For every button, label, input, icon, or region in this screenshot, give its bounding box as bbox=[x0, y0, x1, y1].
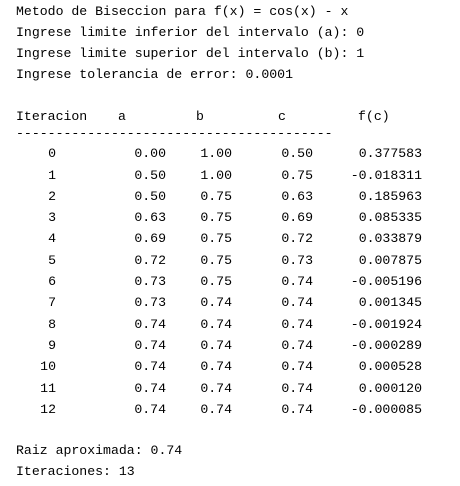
cell-fc: 0.085335 bbox=[358, 210, 422, 226]
table-row: 8 0.74 0.74 0.74 -0.001924 bbox=[16, 314, 456, 335]
cell-b: 0.74 bbox=[200, 359, 232, 375]
cell-b: 1.00 bbox=[200, 146, 232, 162]
cell-fc: -0.000085 bbox=[350, 401, 422, 417]
table-row: 0 0.00 1.00 0.50 0.377583 bbox=[16, 143, 456, 164]
cell-a: 0.50 bbox=[134, 188, 166, 204]
cell-b: 0.75 bbox=[200, 252, 232, 268]
program-title-line: Metodo de Biseccion para f(x) = cos(x) -… bbox=[16, 4, 349, 19]
table-row: 5 0.72 0.75 0.73 0.007875 bbox=[16, 250, 456, 271]
cell-a: 0.74 bbox=[134, 359, 166, 375]
table-row: 6 0.73 0.75 0.74 -0.005196 bbox=[16, 271, 456, 292]
cell-a: 0.73 bbox=[134, 274, 166, 290]
cell-fc: 0.007875 bbox=[358, 252, 422, 268]
cell-c: 0.69 bbox=[281, 210, 313, 226]
cell-fc: 0.377583 bbox=[358, 146, 422, 162]
cell-a: 0.73 bbox=[134, 295, 166, 311]
cell-c: 0.72 bbox=[281, 231, 313, 247]
cell-iter: 3 bbox=[48, 210, 56, 226]
table-separator: ---------------------------------------- bbox=[16, 126, 333, 142]
cell-fc: 0.033879 bbox=[358, 231, 422, 247]
cell-c: 0.74 bbox=[281, 359, 313, 375]
table-row: 1 0.50 1.00 0.75 -0.018311 bbox=[16, 165, 456, 186]
cell-iter: 11 bbox=[40, 380, 56, 396]
cell-iter: 6 bbox=[48, 274, 56, 290]
table-row: 9 0.74 0.74 0.74 -0.000289 bbox=[16, 335, 456, 356]
cell-b: 0.74 bbox=[200, 380, 232, 396]
table-row: 2 0.50 0.75 0.63 0.185963 bbox=[16, 186, 456, 207]
cell-b: 0.74 bbox=[200, 401, 232, 417]
cell-a: 0.74 bbox=[134, 316, 166, 332]
header-b: b bbox=[196, 109, 204, 124]
header-iteracion: Iteracion bbox=[16, 109, 88, 124]
cell-c: 0.63 bbox=[281, 188, 313, 204]
cell-b: 0.75 bbox=[200, 188, 232, 204]
header-fc: f(c) bbox=[358, 109, 390, 124]
cell-c: 0.74 bbox=[281, 380, 313, 396]
cell-c: 0.50 bbox=[281, 146, 313, 162]
header-a: a bbox=[118, 109, 126, 124]
cell-iter: 1 bbox=[48, 167, 56, 183]
cell-b: 0.75 bbox=[200, 231, 232, 247]
cell-b: 0.74 bbox=[200, 316, 232, 332]
cell-iter: 5 bbox=[48, 252, 56, 268]
cell-fc: 0.185963 bbox=[358, 188, 422, 204]
cell-a: 0.63 bbox=[134, 210, 166, 226]
cell-iter: 12 bbox=[40, 401, 56, 417]
table-row: 10 0.74 0.74 0.74 0.000528 bbox=[16, 356, 456, 377]
cell-iter: 7 bbox=[48, 295, 56, 311]
table-body: 0 0.00 1.00 0.50 0.377583 1 0.50 1.00 0.75 -0.018… bbox=[16, 143, 456, 420]
cell-b: 0.74 bbox=[200, 295, 232, 311]
cell-a: 0.00 bbox=[134, 146, 166, 162]
cell-a: 0.72 bbox=[134, 252, 166, 268]
tolerance-prompt: Ingrese tolerancia de error: 0.0001 bbox=[16, 67, 293, 82]
table-header-row: Iteracion a b c f(c) bbox=[16, 106, 456, 127]
table-row: 7 0.73 0.74 0.74 0.001345 bbox=[16, 292, 456, 313]
cell-fc: 0.000120 bbox=[358, 380, 422, 396]
cell-b: 0.75 bbox=[200, 274, 232, 290]
cell-fc: -0.001924 bbox=[350, 316, 422, 332]
cell-fc: 0.000528 bbox=[358, 359, 422, 375]
cell-b: 0.75 bbox=[200, 210, 232, 226]
upper-limit-prompt: Ingrese limite superior del intervalo (b… bbox=[16, 46, 365, 61]
summary-block: Raiz aproximada: 0.74 Iteraciones: 13 bbox=[16, 440, 456, 482]
cell-iter: 0 bbox=[48, 146, 56, 162]
cell-iter: 8 bbox=[48, 316, 56, 332]
iterations-result-line: Iteraciones: 13 bbox=[16, 464, 135, 480]
table-row: 11 0.74 0.74 0.74 0.000120 bbox=[16, 378, 456, 399]
header-c: c bbox=[278, 109, 286, 124]
cell-a: 0.74 bbox=[134, 401, 166, 417]
console-output: Metodo de Biseccion para f(x) = cos(x) -… bbox=[16, 0, 456, 482]
cell-c: 0.75 bbox=[281, 167, 313, 183]
header-block: Metodo de Biseccion para f(x) = cos(x) -… bbox=[16, 1, 456, 85]
cell-c: 0.73 bbox=[281, 252, 313, 268]
cell-iter: 4 bbox=[48, 231, 56, 247]
cell-fc: -0.000289 bbox=[350, 337, 422, 353]
cell-fc: -0.018311 bbox=[350, 167, 422, 183]
cell-b: 1.00 bbox=[200, 167, 232, 183]
cell-fc: 0.001345 bbox=[358, 295, 422, 311]
cell-c: 0.74 bbox=[281, 295, 313, 311]
table-row: 4 0.69 0.75 0.72 0.033879 bbox=[16, 228, 456, 249]
table-row: 3 0.63 0.75 0.69 0.085335 bbox=[16, 207, 456, 228]
cell-a: 0.74 bbox=[134, 380, 166, 396]
cell-c: 0.74 bbox=[281, 337, 313, 353]
root-result-line: Raiz aproximada: 0.74 bbox=[16, 443, 183, 459]
cell-a: 0.74 bbox=[134, 337, 166, 353]
cell-iter: 2 bbox=[48, 188, 56, 204]
cell-fc: -0.005196 bbox=[350, 274, 422, 290]
cell-a: 0.69 bbox=[134, 231, 166, 247]
cell-a: 0.50 bbox=[134, 167, 166, 183]
cell-c: 0.74 bbox=[281, 316, 313, 332]
cell-c: 0.74 bbox=[281, 401, 313, 417]
cell-b: 0.74 bbox=[200, 337, 232, 353]
cell-iter: 10 bbox=[40, 359, 56, 375]
cell-iter: 9 bbox=[48, 337, 56, 353]
table-row: 12 0.74 0.74 0.74 -0.000085 bbox=[16, 399, 456, 420]
lower-limit-prompt: Ingrese limite inferior del intervalo (a… bbox=[16, 25, 365, 40]
cell-c: 0.74 bbox=[281, 274, 313, 290]
